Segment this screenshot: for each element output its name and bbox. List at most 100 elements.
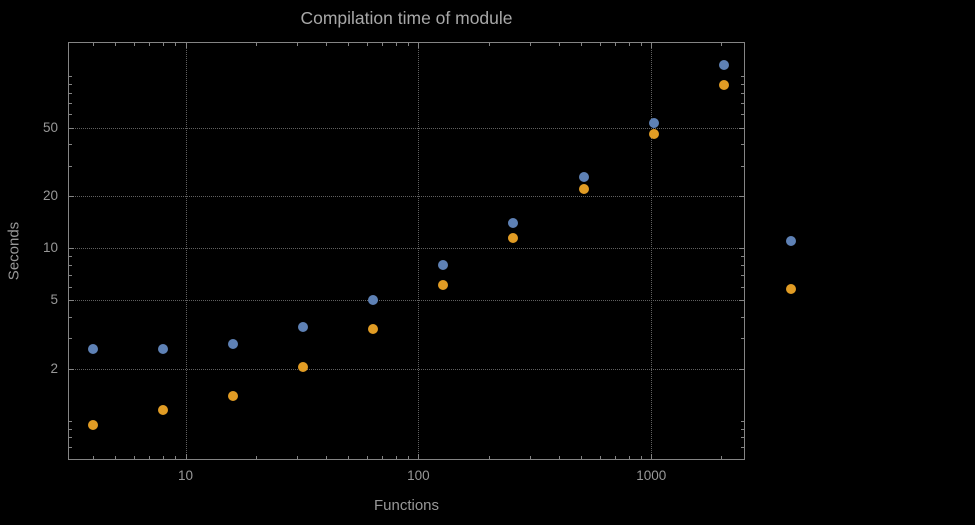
chart-title: Compilation time of module — [300, 8, 513, 28]
tick-mark — [69, 286, 72, 288]
tick-mark — [651, 454, 653, 459]
tick-mark — [325, 43, 327, 46]
gridline-horizontal — [69, 368, 744, 370]
tick-mark — [325, 456, 327, 459]
data-point-blue-series — [648, 118, 659, 129]
tick-mark — [92, 43, 94, 46]
plot-area — [68, 42, 745, 460]
gridline-vertical — [185, 43, 187, 459]
tick-mark — [741, 428, 744, 430]
tick-mark — [529, 43, 531, 46]
tick-mark — [741, 114, 744, 116]
tick-mark — [741, 437, 744, 439]
tick-mark — [348, 43, 350, 46]
tick-mark — [69, 248, 74, 250]
tick-mark — [133, 456, 135, 459]
tick-mark — [395, 43, 397, 46]
data-point-orange-series — [578, 184, 589, 195]
tick-mark — [69, 144, 72, 146]
tick-mark — [185, 43, 187, 48]
tick-mark — [255, 43, 257, 46]
tick-mark — [69, 92, 72, 94]
tick-mark — [741, 447, 744, 449]
data-point-blue-series — [298, 321, 309, 332]
y-tick-label: 50 — [42, 119, 58, 135]
data-point-blue-series — [368, 295, 379, 306]
tick-mark — [69, 75, 72, 77]
tick-mark — [69, 368, 74, 370]
tick-mark — [581, 456, 583, 459]
tick-mark — [418, 43, 420, 48]
tick-mark — [529, 456, 531, 459]
tick-mark — [255, 456, 257, 459]
gridline-horizontal — [69, 300, 744, 302]
tick-mark — [69, 338, 72, 340]
tick-mark — [69, 316, 72, 318]
tick-mark — [741, 420, 744, 422]
tick-mark — [615, 43, 617, 46]
tick-mark — [69, 264, 72, 266]
tick-mark — [741, 316, 744, 318]
tick-mark — [615, 456, 617, 459]
legend — [786, 236, 798, 332]
data-point-orange-series — [298, 361, 309, 372]
tick-mark — [599, 43, 601, 46]
tick-mark — [366, 456, 368, 459]
tick-mark — [69, 437, 72, 439]
tick-mark — [149, 456, 151, 459]
tick-mark — [382, 43, 384, 46]
tick-mark — [115, 456, 117, 459]
tick-mark — [741, 264, 744, 266]
data-point-blue-series — [228, 338, 239, 349]
tick-mark — [488, 43, 490, 46]
tick-mark — [628, 43, 630, 46]
tick-mark — [69, 420, 72, 422]
y-tick-label: 20 — [42, 188, 58, 204]
data-point-blue-series — [578, 171, 589, 182]
tick-mark — [69, 114, 72, 116]
gridline-vertical — [418, 43, 420, 459]
gridline-horizontal — [69, 127, 744, 129]
tick-mark — [115, 43, 117, 46]
tick-mark — [69, 196, 74, 198]
tick-mark — [741, 75, 744, 77]
data-point-orange-series — [157, 405, 168, 416]
tick-mark — [69, 127, 74, 129]
data-point-orange-series — [508, 232, 519, 243]
data-point-orange-series — [438, 280, 449, 291]
data-point-blue-series — [508, 218, 519, 229]
tick-mark — [407, 43, 409, 46]
tick-mark — [69, 83, 72, 85]
data-point-orange-series — [648, 128, 659, 139]
y-tick-label: 2 — [50, 360, 58, 376]
tick-mark — [741, 92, 744, 94]
tick-mark — [739, 127, 744, 129]
tick-mark — [741, 144, 744, 146]
data-point-orange-series — [228, 390, 239, 401]
data-point-blue-series — [157, 344, 168, 355]
tick-mark — [741, 338, 744, 340]
tick-mark — [739, 368, 744, 370]
tick-mark — [651, 43, 653, 48]
x-tick-label: 10 — [178, 468, 194, 483]
tick-mark — [174, 43, 176, 46]
data-point-blue-series — [718, 60, 729, 71]
tick-mark — [721, 43, 723, 46]
tick-mark — [741, 286, 744, 288]
tick-mark — [348, 456, 350, 459]
tick-mark — [149, 43, 151, 46]
x-tick-label: 100 — [407, 468, 430, 483]
tick-mark — [628, 456, 630, 459]
gridline-horizontal — [69, 196, 744, 198]
tick-mark — [721, 456, 723, 459]
tick-mark — [382, 456, 384, 459]
tick-mark — [69, 256, 72, 258]
tick-mark — [739, 248, 744, 250]
tick-mark — [69, 102, 72, 104]
tick-mark — [640, 43, 642, 46]
y-tick-label: 10 — [42, 240, 58, 256]
data-point-blue-series — [87, 344, 98, 355]
tick-mark — [739, 300, 744, 302]
legend-marker-orange-series — [786, 284, 796, 294]
